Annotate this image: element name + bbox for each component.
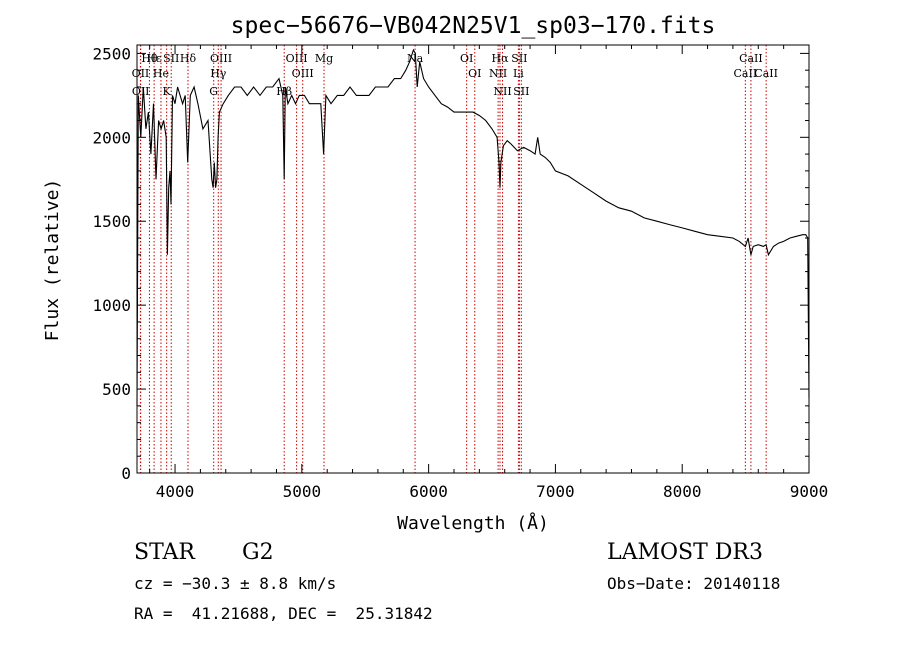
line-label: SII — [511, 52, 527, 65]
line-label: CaII — [739, 52, 763, 65]
line-label: Hδ — [180, 52, 197, 65]
x-axis-label: Wavelength (Å) — [397, 512, 549, 534]
y-tick-label: 2000 — [92, 128, 131, 147]
x-tick-label: 5000 — [283, 482, 322, 501]
line-label: Hγ — [210, 67, 227, 80]
coordinates: RA = 41.21688, DEC = 25.31842 — [134, 604, 433, 623]
line-label: SII — [513, 85, 529, 98]
object-class: STAR — [134, 540, 195, 565]
y-tick-label: 2500 — [92, 44, 131, 63]
line-label: Hβ — [276, 85, 292, 98]
axis-ticks: 4000 5000 6000 7000 8000 9000 0 500 1000 1500 2000… — [92, 44, 828, 501]
x-tick-label: 8000 — [663, 482, 702, 501]
spectrum-series — [136, 48, 810, 406]
y-tick-label: 500 — [102, 380, 131, 399]
observation-date: Obs−Date: 20140118 — [607, 574, 781, 593]
y-tick-label: 0 — [121, 464, 131, 483]
line-label: NII — [493, 85, 511, 98]
x-tick-label: 7000 — [536, 482, 575, 501]
x-tick-label: 4000 — [156, 482, 195, 501]
object-subclass: G2 — [242, 540, 274, 565]
x-tick-label: 6000 — [409, 482, 448, 501]
redshift-cz: cz = −30.3 ± 8.8 km/s — [134, 574, 337, 593]
line-label: He — [153, 67, 169, 80]
line-label: K — [163, 85, 172, 98]
line-label: NII — [489, 67, 507, 80]
line-label: OIII — [286, 52, 308, 65]
line-label: Li — [513, 67, 524, 80]
line-label: CaII — [754, 67, 778, 80]
plot-frame — [136, 44, 810, 474]
line-label: OI — [460, 52, 473, 65]
line-label: Mg — [315, 52, 333, 65]
survey-name: LAMOST DR3 — [607, 540, 763, 565]
line-label: OII — [132, 67, 150, 80]
line-label: SII — [163, 52, 179, 65]
spectrum-line — [136, 48, 810, 406]
line-label: Na — [407, 52, 424, 65]
y-tick-label: 1500 — [92, 212, 131, 231]
x-tick-label: 9000 — [790, 482, 829, 501]
emission-line-markers — [139, 45, 767, 473]
line-label: OI — [468, 67, 481, 80]
line-label: OIII — [292, 67, 314, 80]
y-tick-label: 1000 — [92, 296, 131, 315]
line-label: OII — [132, 85, 150, 98]
line-label: G — [209, 85, 218, 98]
line-label: Hθ — [141, 52, 158, 65]
line-label: Hε — [146, 52, 162, 65]
y-axis-label: Flux (relative) — [42, 179, 63, 342]
line-label: CaII — [734, 67, 758, 80]
line-label: OIII — [210, 52, 232, 65]
chart-title: spec−56676−VB042N25V1_sp03−170.fits — [231, 13, 716, 39]
line-label: Hα — [491, 52, 509, 65]
